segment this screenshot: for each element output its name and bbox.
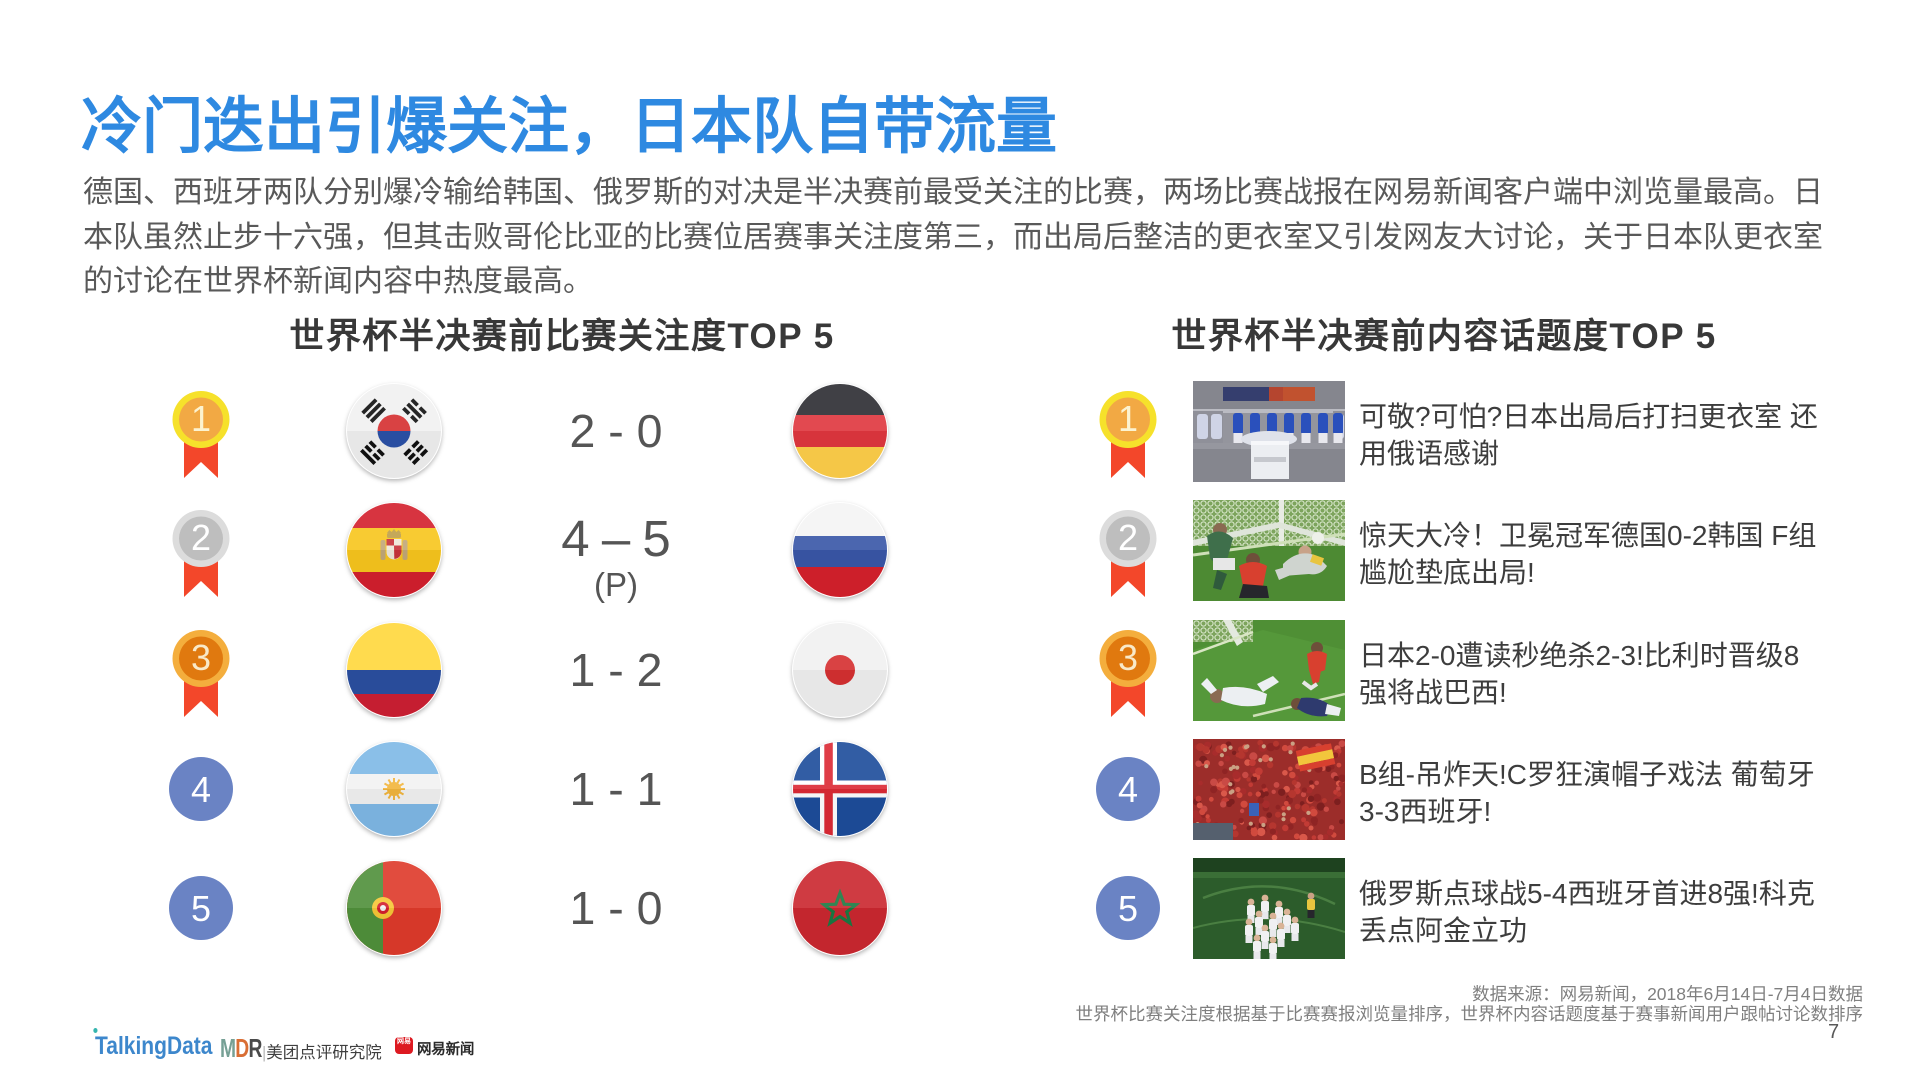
svg-text:4: 4 [1118, 769, 1138, 810]
svg-text:5: 5 [191, 888, 211, 929]
svg-text:1: 1 [191, 398, 211, 439]
svg-text:3: 3 [191, 637, 211, 678]
svg-text:3: 3 [1118, 637, 1138, 678]
svg-text:2: 2 [1118, 517, 1138, 558]
svg-text:2: 2 [191, 517, 211, 558]
svg-text:1: 1 [1118, 398, 1138, 439]
svg-text:5: 5 [1118, 888, 1138, 929]
svg-text:4: 4 [191, 769, 211, 810]
